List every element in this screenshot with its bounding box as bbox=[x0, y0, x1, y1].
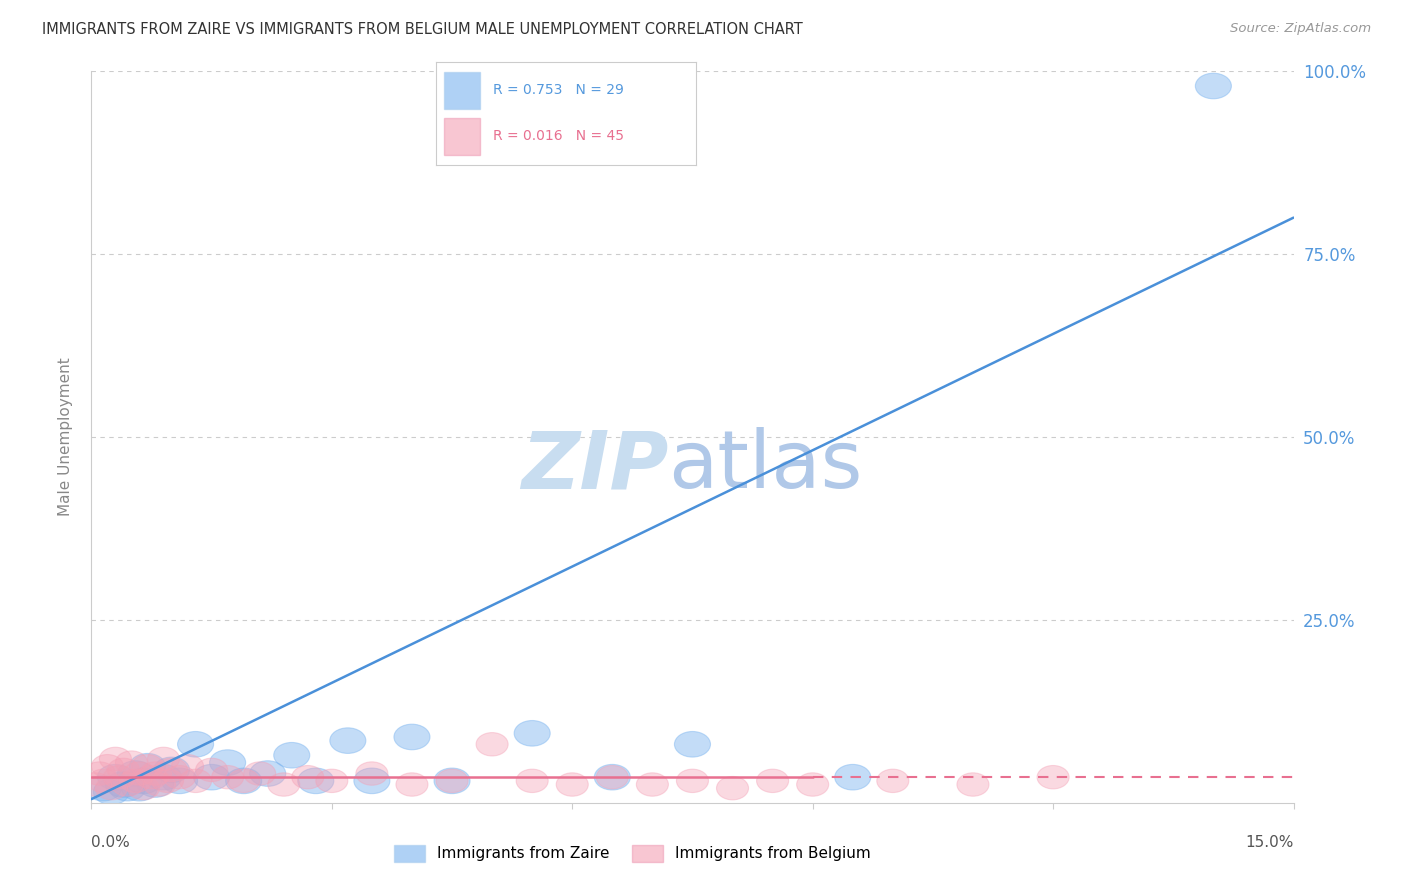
Ellipse shape bbox=[477, 732, 508, 756]
Y-axis label: Male Unemployment: Male Unemployment bbox=[58, 358, 73, 516]
Ellipse shape bbox=[91, 755, 124, 778]
Ellipse shape bbox=[125, 768, 162, 794]
Ellipse shape bbox=[148, 747, 180, 771]
Ellipse shape bbox=[228, 769, 260, 793]
Ellipse shape bbox=[115, 751, 148, 774]
Ellipse shape bbox=[96, 776, 128, 800]
Ellipse shape bbox=[797, 772, 828, 797]
Ellipse shape bbox=[121, 775, 157, 801]
Text: IMMIGRANTS FROM ZAIRE VS IMMIGRANTS FROM BELGIUM MALE UNEMPLOYMENT CORRELATION C: IMMIGRANTS FROM ZAIRE VS IMMIGRANTS FROM… bbox=[42, 22, 803, 37]
Ellipse shape bbox=[356, 762, 388, 785]
Ellipse shape bbox=[595, 764, 630, 790]
Ellipse shape bbox=[86, 775, 121, 801]
FancyBboxPatch shape bbox=[444, 118, 479, 155]
Ellipse shape bbox=[163, 765, 195, 789]
Ellipse shape bbox=[1195, 73, 1232, 99]
Ellipse shape bbox=[143, 772, 176, 797]
Ellipse shape bbox=[132, 755, 163, 778]
Ellipse shape bbox=[180, 769, 212, 793]
Ellipse shape bbox=[118, 761, 153, 787]
Ellipse shape bbox=[676, 769, 709, 793]
Ellipse shape bbox=[153, 757, 190, 782]
Ellipse shape bbox=[1038, 765, 1069, 789]
Ellipse shape bbox=[250, 761, 285, 787]
Ellipse shape bbox=[436, 769, 468, 793]
Ellipse shape bbox=[877, 769, 908, 793]
Ellipse shape bbox=[162, 768, 198, 794]
Ellipse shape bbox=[298, 768, 333, 794]
Ellipse shape bbox=[79, 772, 111, 797]
Ellipse shape bbox=[267, 772, 299, 797]
Ellipse shape bbox=[100, 747, 132, 771]
Ellipse shape bbox=[516, 769, 548, 793]
Ellipse shape bbox=[128, 776, 159, 800]
Ellipse shape bbox=[596, 765, 628, 789]
Ellipse shape bbox=[139, 762, 172, 785]
Ellipse shape bbox=[394, 724, 430, 750]
Ellipse shape bbox=[120, 769, 152, 793]
Ellipse shape bbox=[316, 769, 347, 793]
Ellipse shape bbox=[145, 764, 181, 790]
Ellipse shape bbox=[675, 731, 710, 757]
Ellipse shape bbox=[515, 721, 550, 746]
Text: atlas: atlas bbox=[668, 427, 863, 506]
Ellipse shape bbox=[97, 764, 134, 790]
Ellipse shape bbox=[129, 754, 166, 779]
Legend: Immigrants from Zaire, Immigrants from Belgium: Immigrants from Zaire, Immigrants from B… bbox=[388, 838, 877, 868]
Ellipse shape bbox=[756, 769, 789, 793]
Ellipse shape bbox=[225, 768, 262, 794]
Ellipse shape bbox=[156, 758, 187, 781]
Ellipse shape bbox=[717, 776, 748, 800]
Text: Source: ZipAtlas.com: Source: ZipAtlas.com bbox=[1230, 22, 1371, 36]
Ellipse shape bbox=[111, 772, 143, 797]
Ellipse shape bbox=[354, 768, 389, 794]
Ellipse shape bbox=[957, 772, 988, 797]
Ellipse shape bbox=[172, 755, 204, 778]
Ellipse shape bbox=[195, 758, 228, 781]
Ellipse shape bbox=[135, 765, 167, 789]
FancyBboxPatch shape bbox=[444, 71, 479, 109]
Text: R = 0.016   N = 45: R = 0.016 N = 45 bbox=[494, 129, 624, 144]
Ellipse shape bbox=[211, 765, 243, 789]
Ellipse shape bbox=[177, 731, 214, 757]
Ellipse shape bbox=[209, 750, 246, 775]
Ellipse shape bbox=[274, 742, 309, 768]
Ellipse shape bbox=[243, 762, 276, 785]
Ellipse shape bbox=[107, 758, 139, 781]
Text: 0.0%: 0.0% bbox=[91, 836, 131, 850]
Ellipse shape bbox=[124, 762, 156, 785]
Ellipse shape bbox=[83, 762, 115, 785]
Ellipse shape bbox=[396, 772, 427, 797]
Ellipse shape bbox=[110, 775, 145, 801]
Text: ZIP: ZIP bbox=[522, 427, 668, 506]
Ellipse shape bbox=[194, 764, 229, 790]
Text: 15.0%: 15.0% bbox=[1246, 836, 1294, 850]
Ellipse shape bbox=[557, 772, 588, 797]
Ellipse shape bbox=[138, 772, 173, 797]
Ellipse shape bbox=[93, 779, 129, 805]
Ellipse shape bbox=[637, 772, 668, 797]
Ellipse shape bbox=[835, 764, 870, 790]
Text: R = 0.753   N = 29: R = 0.753 N = 29 bbox=[494, 83, 624, 97]
Ellipse shape bbox=[105, 772, 142, 797]
Ellipse shape bbox=[87, 769, 120, 793]
Ellipse shape bbox=[292, 765, 323, 789]
Ellipse shape bbox=[434, 768, 470, 794]
Ellipse shape bbox=[330, 728, 366, 754]
Ellipse shape bbox=[104, 765, 135, 789]
Ellipse shape bbox=[152, 769, 184, 793]
